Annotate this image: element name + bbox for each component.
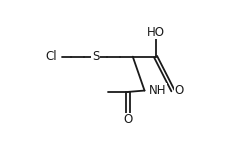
Text: O: O: [123, 114, 133, 126]
Text: S: S: [92, 50, 99, 63]
Text: HO: HO: [147, 26, 164, 39]
Text: Cl: Cl: [45, 50, 57, 63]
Text: O: O: [174, 84, 183, 97]
Text: NH: NH: [149, 84, 166, 97]
